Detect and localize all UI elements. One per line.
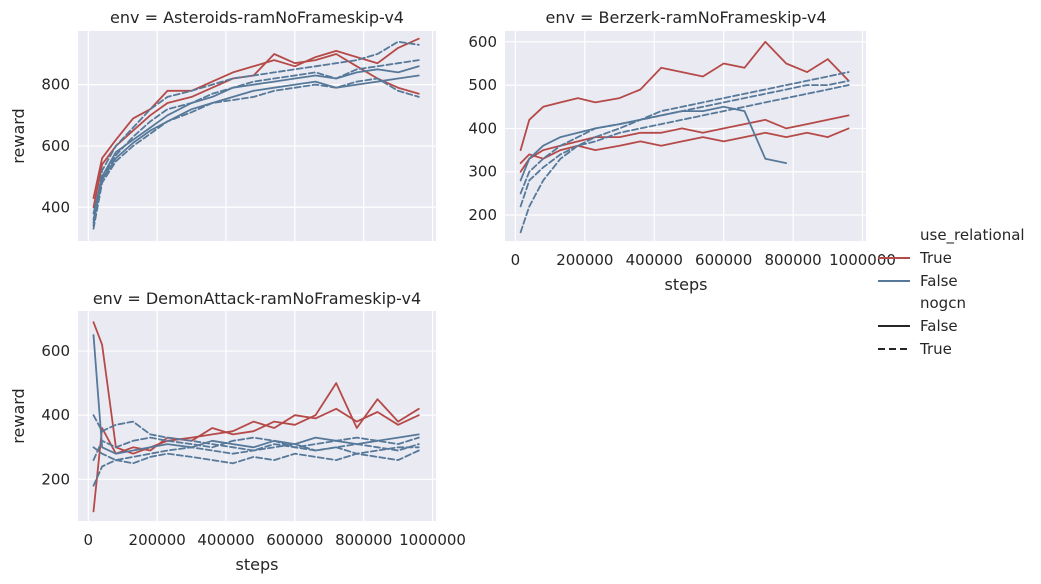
x-tick-labels: 0 200000 400000 600000 800000 1000000 (84, 531, 466, 549)
y-axis-label: reward (9, 388, 28, 443)
y-tick-labels: 400 600 800 (41, 76, 70, 217)
series-line (92, 443, 420, 462)
series-line (519, 127, 850, 165)
panel-title: env = Asteroids-ramNoFrameskip-v4 (110, 8, 404, 27)
x-tick-label: 0 (511, 251, 521, 269)
series-line (92, 65, 420, 215)
legend-label-false: False (920, 272, 958, 290)
x-tick-label: 400000 (626, 251, 683, 269)
series-line (92, 334, 420, 455)
legend-title-use-relational: use_relational (920, 226, 1025, 245)
x-axis-label: steps (236, 555, 279, 574)
y-tick-label: 800 (41, 76, 70, 94)
panel-demonattack: 200 400 600 0 200000 400000 600000 800000 10000… (9, 289, 466, 574)
y-tick-label: 600 (41, 342, 70, 360)
series-line (92, 74, 420, 221)
x-tick-label: 1000000 (829, 251, 896, 269)
panel-background (505, 31, 866, 241)
legend-title-nogcn: nogcn (920, 294, 966, 312)
legend-label-true: True (919, 249, 952, 267)
y-tick-label: 400 (468, 119, 497, 137)
series-layer (519, 40, 850, 234)
y-tick-label: 400 (41, 406, 70, 424)
x-tick-label: 200000 (556, 251, 613, 269)
series-line (92, 37, 420, 200)
y-tick-label: 600 (468, 33, 497, 51)
panel-background (78, 311, 436, 521)
x-tick-label: 400000 (197, 531, 254, 549)
x-tick-label: 600000 (266, 531, 323, 549)
y-gridlines (78, 350, 436, 480)
series-line (92, 382, 420, 513)
y-tick-label: 300 (468, 163, 497, 181)
panel-berzerk: 200 300 400 500 600 0 200000 400000 600000 80000… (468, 8, 896, 294)
legend-label-nogcn-false: False (920, 317, 958, 335)
panel-title: env = Berzerk-ramNoFrameskip-v4 (545, 8, 826, 27)
y-tick-label: 400 (41, 198, 70, 216)
series-line (92, 59, 420, 224)
series-line (519, 114, 850, 173)
series-line (92, 40, 420, 227)
panel-background (78, 31, 436, 241)
x-tick-label: 600000 (695, 251, 752, 269)
x-tick-label: 0 (84, 531, 94, 549)
series-line (92, 321, 420, 455)
y-tick-label: 200 (468, 206, 497, 224)
series-line (519, 84, 850, 208)
y-tick-labels: 200 400 600 (41, 342, 70, 488)
series-line (92, 436, 420, 462)
x-tick-label: 800000 (335, 531, 392, 549)
y-axis-label: reward (9, 108, 28, 163)
x-tick-label: 200000 (129, 531, 186, 549)
series-line (92, 414, 420, 455)
legend: use_relational True False nogcn False Tr… (878, 226, 1025, 358)
x-tick-label: 800000 (764, 251, 821, 269)
y-tick-labels: 200 300 400 500 600 (468, 33, 497, 224)
x-axis-label: steps (665, 275, 708, 294)
series-layer (92, 321, 420, 513)
y-tick-label: 500 (468, 76, 497, 94)
x-gridlines (87, 311, 434, 521)
series-line (519, 71, 850, 234)
y-tick-label: 600 (41, 137, 70, 155)
series-line (519, 40, 850, 152)
series-line (519, 79, 850, 195)
panel-title: env = DemonAttack-ramNoFrameskip-v4 (93, 289, 421, 308)
series-line (92, 77, 420, 230)
y-tick-label: 200 (41, 470, 70, 488)
panel-asteroids: 400 600 800 env = Asteroids-ramNoFrameskip… (9, 8, 436, 241)
legend-label-nogcn-true: True (919, 340, 952, 358)
series-line (92, 449, 420, 487)
x-tick-label: 1000000 (399, 531, 466, 549)
series-layer (92, 37, 420, 230)
x-tick-labels: 0 200000 400000 600000 800000 1000000 (511, 251, 896, 269)
